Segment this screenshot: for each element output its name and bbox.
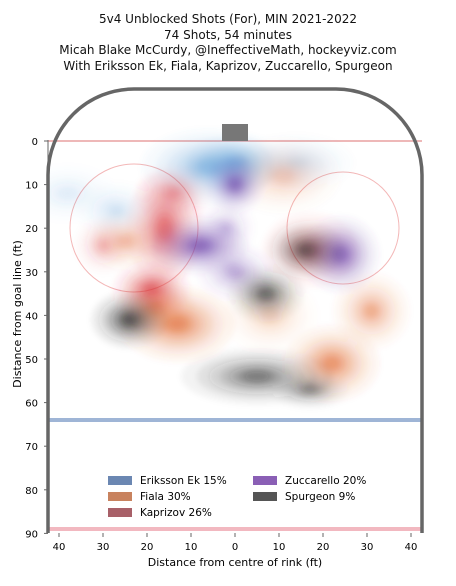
shot-hotspot-spurgeon <box>227 265 304 322</box>
shot-density-layer <box>60 129 402 405</box>
goal-net <box>222 124 248 141</box>
shot-hotspot-kaprizov <box>85 227 121 264</box>
density-contour <box>167 188 180 198</box>
y-axis: 0 10 20 30 40 50 60 70 80 90 Distance from goal l… <box>11 137 49 540</box>
density-contour <box>230 180 240 190</box>
x-axis: 40 30 20 10 0 10 20 30 40 Distance from centre o… <box>53 533 418 569</box>
shot-hotspot-fiala <box>341 281 402 341</box>
y-tick-label: 60 <box>25 399 38 410</box>
legend-swatch <box>253 476 277 485</box>
legend-label: Spurgeon 9% <box>285 491 355 503</box>
rink-boards <box>46 87 424 533</box>
density-contour <box>303 386 316 393</box>
x-tick-label: 30 <box>361 542 374 553</box>
density-contour <box>259 289 272 299</box>
y-tick-label: 10 <box>25 181 38 192</box>
density-contour <box>244 371 270 381</box>
y-tick-label: 40 <box>25 311 38 322</box>
chart-credit: Micah Blake McCurdy, @IneffectiveMath, h… <box>59 43 397 57</box>
legend-swatch <box>108 508 132 517</box>
density-contour <box>299 245 312 255</box>
x-tick-label: 20 <box>317 542 330 553</box>
density-contour <box>324 357 340 370</box>
legend: Eriksson Ek 15% Fiala 30% Kaprizov 26% Zucc… <box>108 475 366 519</box>
chart-title-block: 5v4 Unblocked Shots (For), MIN 2021-2022… <box>0 12 456 74</box>
density-contour <box>110 206 123 216</box>
legend-label: Fiala 30% <box>140 491 191 503</box>
legend-label: Kaprizov 26% <box>140 507 212 519</box>
y-tick-label: 70 <box>25 442 38 453</box>
chart-lineup: With Eriksson Ek, Fiala, Kaprizov, Zucca… <box>63 58 393 73</box>
y-tick-label: 0 <box>32 137 38 148</box>
shot-hotspot-spurgeon <box>279 374 340 405</box>
shot-hotspot-eriksson-ek <box>60 188 76 198</box>
density-contour <box>123 315 136 325</box>
x-tick-label: 30 <box>97 542 110 553</box>
x-tick-label: 10 <box>273 542 286 553</box>
density-contour <box>228 267 242 277</box>
y-tick-label: 30 <box>25 268 38 279</box>
shot-hotspot-spurgeon <box>91 291 168 349</box>
chart-title: 5v4 Unblocked Shots (For), MIN 2021-2022 <box>99 12 357 26</box>
density-contour <box>221 223 231 233</box>
y-tick-label: 90 <box>25 529 38 540</box>
shot-hotspot-kaprizov <box>143 170 204 216</box>
y-tick-label: 80 <box>25 486 38 497</box>
legend-label: Eriksson Ek 15% <box>140 475 227 487</box>
x-tick-label: 40 <box>405 542 418 553</box>
y-axis-label: Distance from goal line (ft) <box>11 240 24 388</box>
density-contour <box>365 305 378 318</box>
y-tick-label: 50 <box>25 355 38 366</box>
x-tick-label: 0 <box>232 542 238 553</box>
shot-hotspot-spurgeon <box>267 221 344 279</box>
chart-subtitle-shots: 74 Shots, 54 minutes <box>164 27 292 42</box>
x-axis-label: Distance from centre of rink (ft) <box>148 556 322 569</box>
shot-hotspot-zuccarello <box>206 156 264 213</box>
legend-swatch <box>108 476 132 485</box>
legend-swatch <box>253 492 277 501</box>
density-contour <box>274 169 293 182</box>
shot-hotspot-eriksson-ek <box>97 197 135 225</box>
density-contour <box>145 284 158 294</box>
legend-label: Zuccarello 20% <box>285 475 366 487</box>
shot-hotspot-zuccarello <box>208 210 245 246</box>
y-tick-label: 20 <box>25 224 38 235</box>
x-tick-label: 40 <box>53 542 66 553</box>
density-contour <box>60 188 76 198</box>
shot-hotspot-fiala <box>247 152 320 200</box>
density-contour <box>192 241 208 251</box>
x-tick-label: 10 <box>185 542 198 553</box>
density-contour <box>98 241 108 251</box>
x-tick-label: 20 <box>141 542 154 553</box>
legend-swatch <box>108 492 132 501</box>
